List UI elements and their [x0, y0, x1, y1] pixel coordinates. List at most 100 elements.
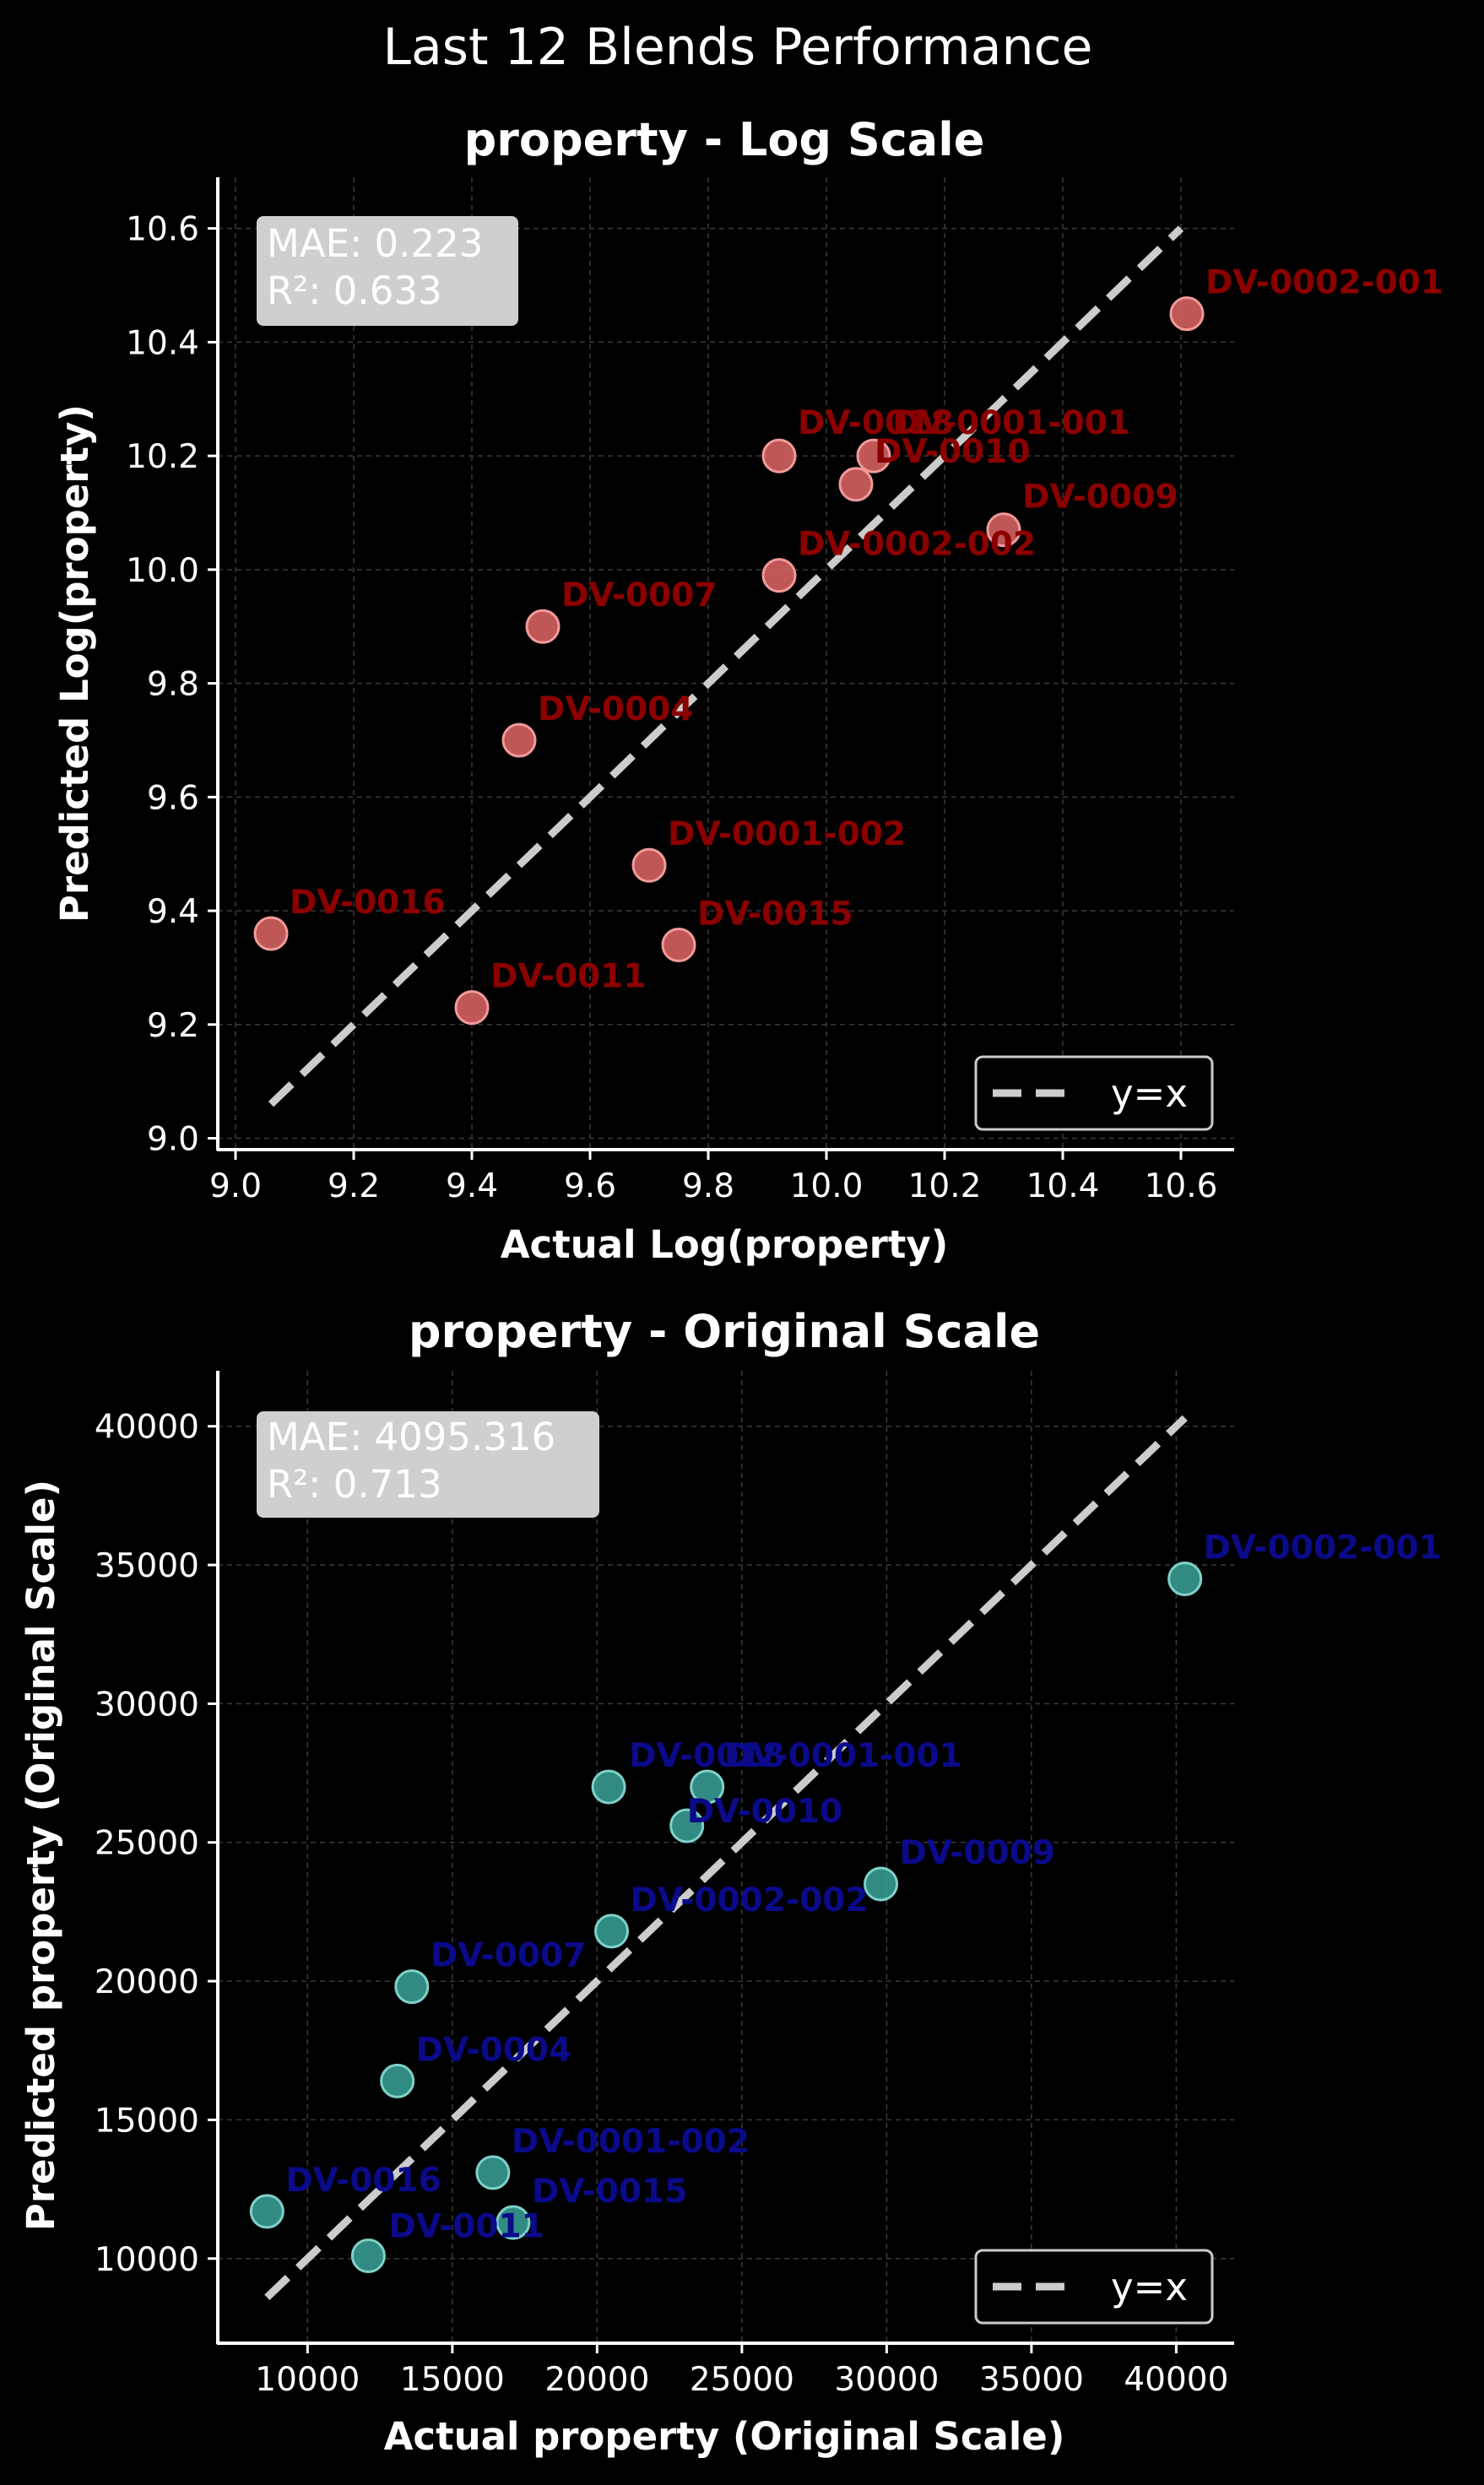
original-scale-x-axis-label: Actual property (Original Scale) [384, 2414, 1065, 2459]
log-scale-x-tick-label: 9.2 [328, 1167, 380, 1205]
log-scale-title: property - Log Scale [464, 113, 985, 166]
original-scale-x-tick-label: 40000 [1124, 2361, 1228, 2399]
log-scale-data-point [525, 609, 561, 644]
log-scale-point-label: DV-0016 [290, 884, 445, 922]
original-scale-data-point [690, 1769, 725, 1805]
original-scale-point-label: DV-0010 [687, 1793, 842, 1831]
log-scale-y-axis-label: Predicted Log(property) [52, 404, 97, 923]
log-scale-data-point [838, 467, 874, 502]
log-scale-stats-background [257, 216, 518, 326]
log-scale-data-point [1169, 296, 1205, 332]
log-scale-x-tick-label: 10.2 [908, 1167, 982, 1205]
original-scale-data-point [1167, 1562, 1203, 1597]
log-scale-x-axis-label: Actual Log(property) [501, 1222, 949, 1267]
original-scale-point-label: DV-0018 [629, 1737, 784, 1775]
log-scale-mae-text: MAE: 0.223 [267, 221, 483, 266]
original-scale-x-tick-label: 10000 [255, 2361, 360, 2399]
original-scale-y-tick-label: 15000 [95, 2102, 199, 2140]
log-scale-y-tick-label: 9.6 [147, 779, 199, 817]
log-scale-data-point [661, 927, 696, 962]
original-scale-title: property - Original Scale [409, 1305, 1040, 1358]
log-scale-y-tick-label: 9.4 [147, 893, 199, 931]
log-scale-legend-label: y=x [1111, 1071, 1188, 1116]
log-scale-x-tick-label: 9.0 [209, 1167, 262, 1205]
original-scale-legend-label: y=x [1111, 2265, 1188, 2309]
log-scale-y-tick-label: 10.6 [126, 211, 199, 249]
original-scale-point-label: DV-0015 [532, 2173, 687, 2211]
original-scale-x-tick-label: 15000 [400, 2361, 505, 2399]
log-scale-y-tick-label: 9.2 [147, 1007, 199, 1045]
original-scale-point-label: DV-0009 [900, 1834, 1055, 1872]
log-scale-y-tick-label: 9.0 [147, 1121, 199, 1159]
log-scale-data-point [856, 438, 891, 474]
log-scale-x-tick-label: 10.4 [1026, 1167, 1100, 1205]
original-scale-x-tick-label: 35000 [979, 2361, 1084, 2399]
log-scale-point-label: DV-0018 [798, 404, 953, 442]
log-scale-point-label: DV-0002-002 [798, 526, 1036, 564]
log-scale-data-point [761, 558, 797, 593]
log-scale-axes: 9.0 9.2 9.4 9.6 9.8 10.0 10.2 10.4 10.6 9.0 9.2 9.4… [126, 177, 1234, 1205]
log-scale-point-label: DV-0010 [875, 433, 1030, 471]
log-scale-y-tick-label: 9.8 [147, 666, 199, 704]
original-scale-legend: y=x [974, 2249, 1214, 2325]
original-scale-point-label: DV-0001-002 [512, 2123, 750, 2161]
original-scale-grid [218, 1371, 1234, 2343]
original-scale-data-point [475, 2155, 511, 2190]
original-scale-data-point [591, 1769, 626, 1805]
original-scale-data-point [594, 1914, 630, 1949]
log-scale-identity-line [268, 225, 1184, 1107]
log-scale-stats-box: MAE: 0.223 R²: 0.633 [257, 216, 518, 326]
log-scale-data-point [761, 438, 797, 474]
log-scale-point-label: DV-0011 [490, 958, 646, 996]
original-scale-data-point [249, 2194, 284, 2229]
log-scale-y-tick-label: 10.0 [126, 552, 199, 590]
log-scale-data-point [253, 916, 289, 951]
original-scale-data-point [496, 2205, 531, 2240]
log-scale-point-label: DV-0009 [1022, 479, 1178, 517]
original-scale-y-tick-label: 10000 [95, 2241, 199, 2279]
log-scale-data-point [631, 847, 667, 883]
log-scale-x-tick-label: 10.6 [1145, 1167, 1218, 1205]
log-scale-r2-text: R²: 0.633 [267, 268, 442, 313]
log-scale-panel: property - Log Scale Actual Log(property… [52, 113, 1443, 1267]
original-scale-data-point [864, 1866, 899, 1902]
original-scale-identity-line [264, 1415, 1188, 2301]
original-scale-y-axis-label: Predicted property (Original Scale) [19, 1480, 63, 2231]
original-scale-data-point [350, 2238, 386, 2273]
original-scale-x-tick-label: 25000 [690, 2361, 794, 2399]
log-scale-legend-frame [974, 1055, 1214, 1131]
original-scale-stats-background [257, 1411, 599, 1518]
log-scale-x-tick-label: 10.0 [790, 1167, 864, 1205]
log-scale-identity-line-path [268, 225, 1184, 1107]
original-scale-y-tick-label: 25000 [95, 1825, 199, 1863]
original-scale-data-point [380, 2063, 415, 2098]
log-scale-y-tick-label: 10.2 [126, 438, 199, 476]
original-scale-axes: 10000 15000 20000 25000 30000 35000 40000 10000… [95, 1371, 1234, 2399]
original-scale-y-tick-label: 20000 [95, 1963, 199, 2001]
original-scale-x-tick-label: 30000 [834, 2361, 939, 2399]
log-scale-legend: y=x [974, 1055, 1214, 1131]
original-scale-identity-line-path [264, 1415, 1188, 2301]
original-scale-mae-text: MAE: 4095.316 [267, 1415, 555, 1459]
original-scale-panel: property - Original Scale Actual propert… [19, 1305, 1442, 2459]
original-scale-stats-box: MAE: 4095.316 R²: 0.713 [257, 1411, 599, 1518]
original-scale-y-tick-label: 40000 [95, 1409, 199, 1447]
log-scale-point-label: DV-0001-002 [668, 815, 906, 853]
original-scale-legend-frame [974, 2249, 1214, 2325]
original-scale-point-label: DV-0002-001 [1204, 1529, 1442, 1567]
log-scale-point-label: DV-0004 [538, 690, 693, 728]
original-scale-point-label: DV-0004 [416, 2031, 571, 2069]
original-scale-point-label: DV-0007 [431, 1937, 586, 1975]
original-scale-data-point [669, 1808, 705, 1843]
log-scale-point-label: DV-0015 [697, 895, 853, 933]
log-scale-x-tick-label: 9.6 [564, 1167, 616, 1205]
log-scale-x-tick-label: 9.8 [682, 1167, 734, 1205]
log-scale-data-point [501, 723, 537, 758]
log-scale-data-point [454, 990, 490, 1026]
log-scale-point-label: DV-0007 [561, 577, 717, 614]
original-scale-y-tick-label: 35000 [95, 1547, 199, 1585]
original-scale-point-label: DV-0016 [285, 2162, 441, 2200]
original-scale-data-point [394, 1969, 430, 2005]
